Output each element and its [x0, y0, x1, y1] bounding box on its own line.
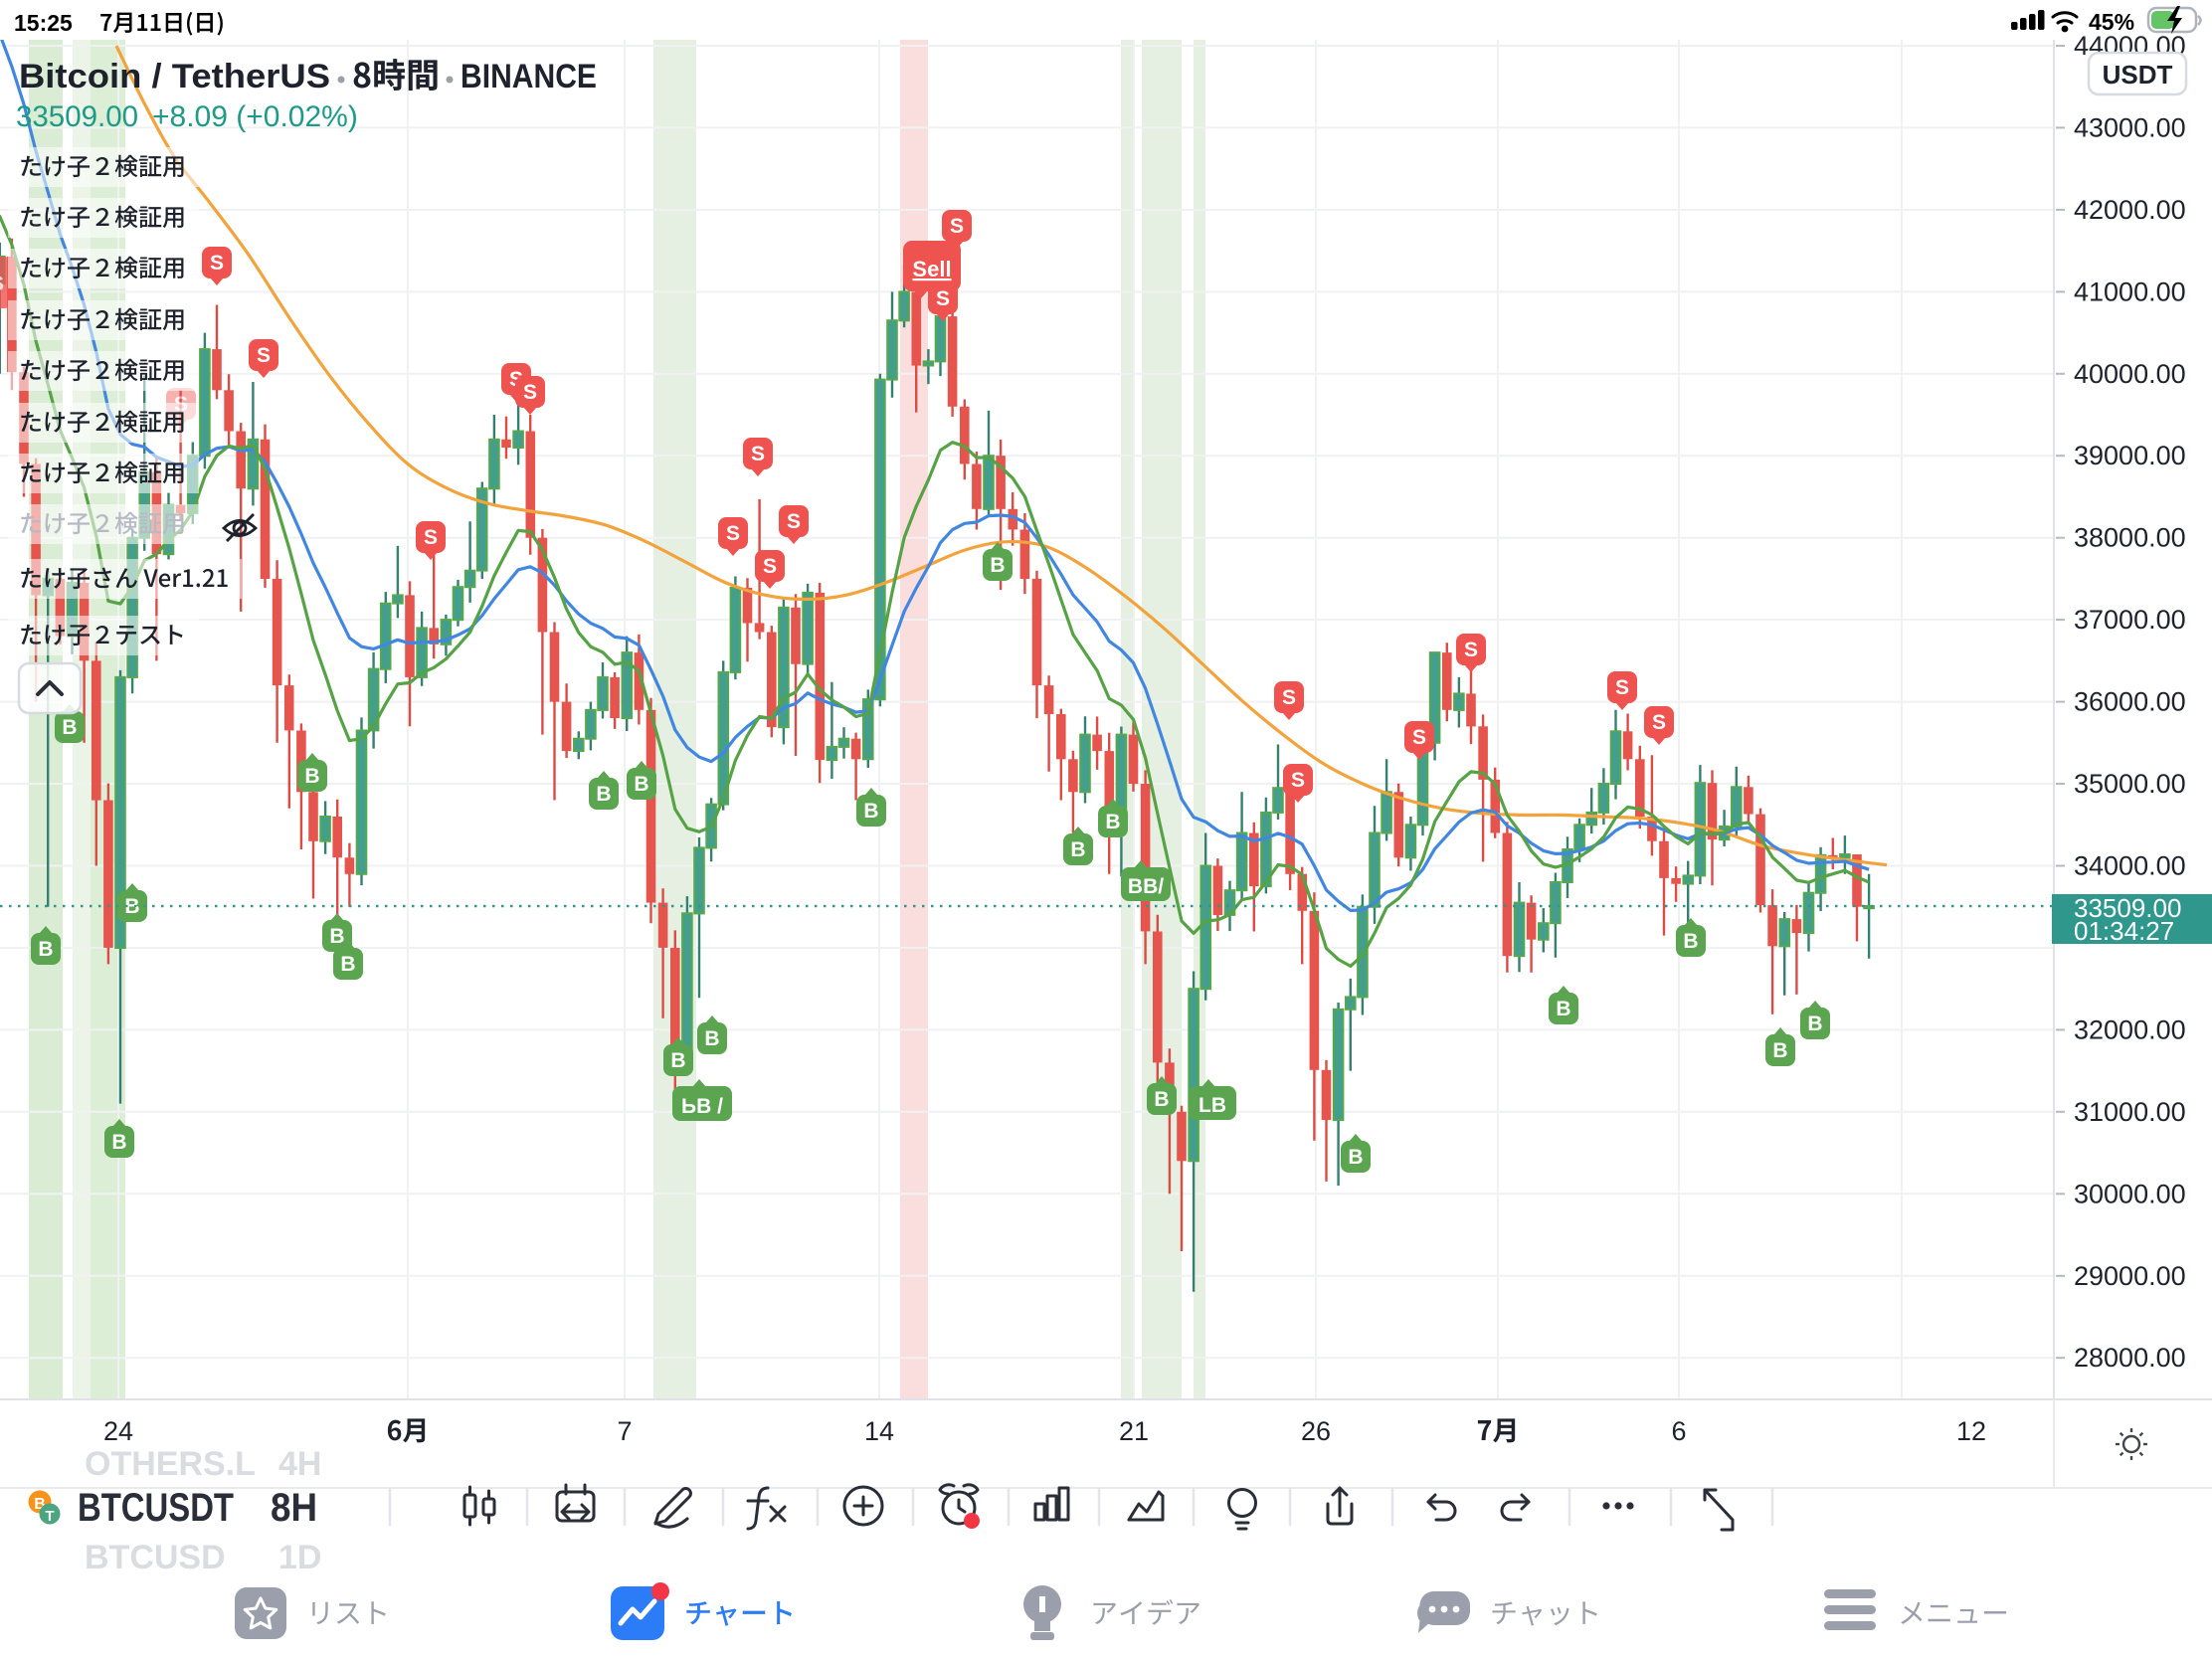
svg-text:Sell: Sell — [912, 257, 951, 281]
svg-text:B: B — [670, 1049, 685, 1072]
svg-text:BTCUSDT: BTCUSDT — [78, 1486, 234, 1530]
svg-text:S: S — [210, 252, 224, 275]
svg-text:33509.00: 33509.00 — [16, 100, 138, 133]
svg-text:15:25: 15:25 — [14, 10, 73, 36]
svg-text:BB/: BB/ — [1128, 875, 1164, 898]
svg-text:B: B — [1105, 811, 1120, 833]
svg-text:B: B — [340, 953, 355, 976]
svg-text:31000.00: 31000.00 — [2074, 1097, 2186, 1127]
svg-text:B: B — [124, 895, 139, 918]
svg-text:28000.00: 28000.00 — [2074, 1343, 2186, 1373]
svg-text:S: S — [424, 526, 438, 549]
svg-text:S: S — [751, 443, 765, 465]
svg-text:S: S — [787, 510, 801, 533]
svg-text:S: S — [1291, 769, 1305, 792]
svg-text:S: S — [257, 344, 271, 367]
svg-text:S: S — [1282, 686, 1296, 709]
svg-text:30000.00: 30000.00 — [2074, 1179, 2186, 1208]
svg-text:14: 14 — [864, 1416, 894, 1446]
svg-text:S: S — [936, 287, 950, 310]
svg-text:B: B — [304, 765, 319, 788]
svg-text:S: S — [950, 215, 964, 238]
svg-text:12: 12 — [1956, 1416, 1986, 1446]
svg-text:BTCUSD: BTCUSD — [85, 1539, 226, 1576]
svg-text:33509.00: 33509.00 — [2074, 893, 2181, 923]
svg-text:B: B — [634, 773, 648, 796]
svg-text:39000.00: 39000.00 — [2074, 441, 2186, 470]
svg-text:S: S — [726, 522, 740, 545]
svg-text:1D: 1D — [278, 1539, 321, 1576]
svg-text:B: B — [1683, 930, 1698, 953]
svg-text:S: S — [1652, 711, 1666, 734]
svg-text:37000.00: 37000.00 — [2074, 605, 2186, 635]
svg-text:ЬB /: ЬB / — [681, 1095, 723, 1118]
svg-text:B: B — [329, 925, 344, 948]
svg-text:38000.00: 38000.00 — [2074, 523, 2186, 553]
svg-text:B: B — [704, 1027, 719, 1050]
svg-text:8H: 8H — [271, 1486, 317, 1530]
svg-text:29000.00: 29000.00 — [2074, 1261, 2186, 1291]
svg-text:Bitcoin / TetherUS: Bitcoin / TetherUS — [19, 58, 330, 95]
svg-text:B: B — [38, 938, 53, 961]
svg-text:B: B — [1772, 1039, 1787, 1062]
svg-text:B: B — [34, 1496, 46, 1513]
svg-text:B: B — [596, 783, 611, 806]
svg-text:32000.00: 32000.00 — [2074, 1014, 2186, 1044]
svg-text:B: B — [1348, 1146, 1363, 1169]
svg-text:B: B — [62, 716, 77, 739]
svg-text:45%: 45% — [2089, 9, 2134, 35]
svg-text:21: 21 — [1119, 1416, 1149, 1446]
svg-text:01:34:27: 01:34:27 — [2074, 916, 2174, 946]
svg-text:B: B — [111, 1131, 126, 1154]
svg-text:S: S — [523, 381, 537, 404]
svg-text:BINANCE: BINANCE — [461, 58, 597, 95]
svg-text:B: B — [1070, 838, 1085, 861]
svg-text:42000.00: 42000.00 — [2074, 195, 2186, 225]
svg-text:T: T — [45, 1508, 54, 1525]
svg-text:7: 7 — [617, 1416, 632, 1446]
svg-text:B: B — [863, 800, 878, 823]
svg-text:S: S — [1615, 676, 1629, 699]
svg-text:S: S — [1464, 639, 1478, 661]
svg-text:S: S — [1412, 726, 1426, 749]
svg-text:41000.00: 41000.00 — [2074, 276, 2186, 306]
svg-text:26: 26 — [1301, 1416, 1331, 1446]
svg-text:B: B — [990, 554, 1005, 577]
svg-text:35000.00: 35000.00 — [2074, 769, 2186, 799]
svg-text:36000.00: 36000.00 — [2074, 687, 2186, 717]
svg-text:S: S — [763, 555, 777, 578]
svg-text:USDT: USDT — [2103, 60, 2173, 90]
svg-text:4H: 4H — [278, 1445, 321, 1483]
svg-text:24: 24 — [103, 1416, 133, 1446]
svg-text:LB: LB — [1198, 1094, 1226, 1117]
svg-text:43000.00: 43000.00 — [2074, 112, 2186, 142]
svg-text:+8.09 (+0.02%): +8.09 (+0.02%) — [152, 100, 358, 133]
svg-text:OTHERS.L: OTHERS.L — [85, 1445, 256, 1483]
svg-text:B: B — [1154, 1088, 1169, 1111]
svg-text:34000.00: 34000.00 — [2074, 851, 2186, 881]
svg-text:S: S — [0, 273, 4, 295]
svg-text:B: B — [1807, 1013, 1822, 1035]
svg-text:B: B — [1556, 998, 1570, 1020]
svg-text:40000.00: 40000.00 — [2074, 359, 2186, 389]
svg-text:6: 6 — [1671, 1416, 1686, 1446]
